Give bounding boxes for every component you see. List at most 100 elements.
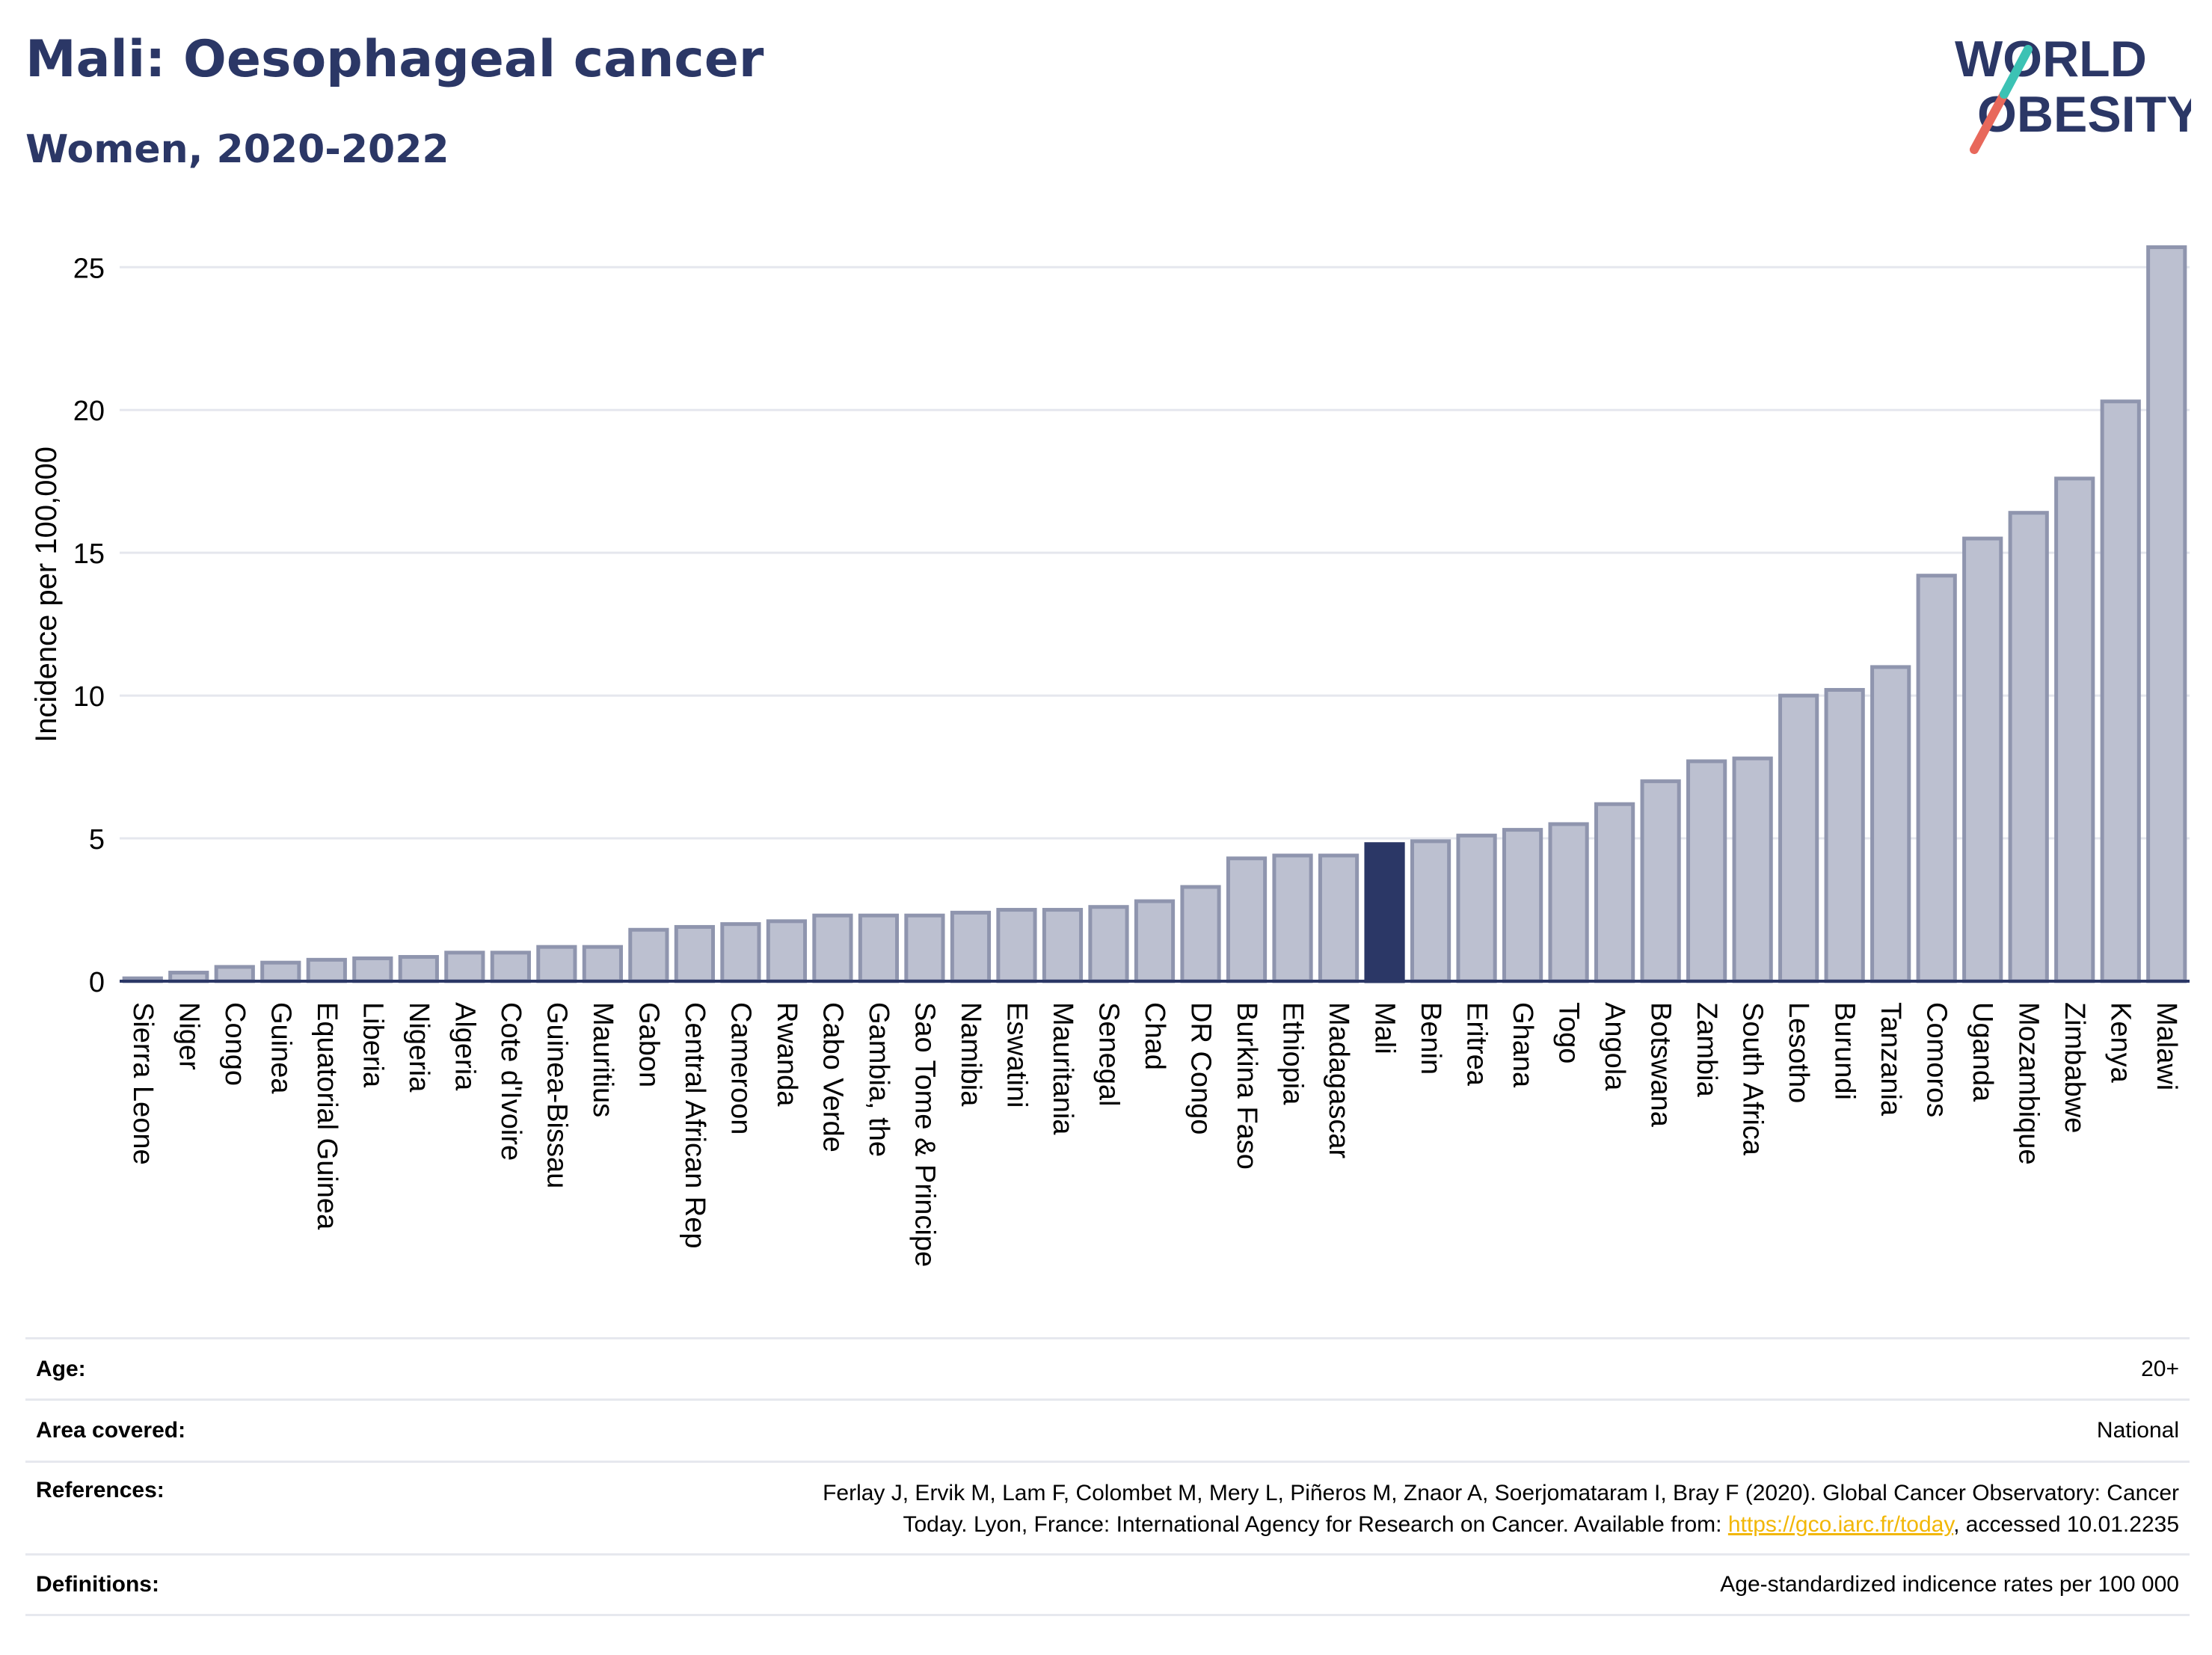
references-link[interactable]: https://gco.iarc.fr/today: [1727, 1512, 1954, 1537]
bar: [1410, 839, 1451, 983]
x-tick-label: Niger: [173, 1002, 204, 1070]
x-tick-label: Ethiopia: [1277, 1002, 1309, 1105]
x-tick-label: Uganda: [1967, 1002, 1998, 1102]
definitions-value: Age-standardized indicence rates per 100…: [1720, 1572, 2179, 1597]
meta-row-area: Area covered: National: [25, 1398, 2190, 1461]
bar: [1594, 802, 1635, 983]
bar: [1134, 899, 1176, 983]
logo-slash-red: [1970, 90, 2009, 154]
bar: [352, 956, 393, 983]
x-tick-label: Senegal: [1093, 1002, 1124, 1106]
x-tick-label: Cote d'Ivoire: [495, 1002, 526, 1161]
bar: [490, 951, 531, 983]
bar: [1226, 856, 1268, 983]
bar: [1502, 828, 1543, 983]
page-subtitle: Women, 2020-2022: [25, 127, 449, 172]
bar: [1778, 693, 1819, 983]
bar: [2054, 476, 2095, 983]
y-tick-label: 20: [73, 396, 105, 427]
x-tick-label: Guinea-Bissau: [541, 1002, 572, 1188]
x-tick-label: Guinea: [265, 1002, 296, 1094]
bar: [1548, 822, 1589, 983]
bar: [1456, 833, 1497, 983]
bar: [1088, 905, 1129, 983]
x-tick-label: Eswatini: [1001, 1002, 1032, 1108]
page-title: Mali: Oesophageal cancer: [25, 30, 764, 89]
area-value: National: [2096, 1418, 2179, 1443]
y-tick-label: 15: [73, 538, 105, 570]
bar: [306, 957, 347, 983]
x-tick-label: Rwanda: [771, 1002, 802, 1107]
x-tick-label: Angola: [1599, 1002, 1630, 1091]
x-tick-label: Burkina Faso: [1231, 1002, 1262, 1170]
x-tick-label: DR Congo: [1185, 1002, 1217, 1134]
x-tick-label: Madagascar: [1323, 1002, 1354, 1158]
bar: [904, 913, 945, 983]
bar: [812, 913, 853, 983]
x-tick-label: Tanzania: [1875, 1002, 1906, 1117]
x-tick-label: Kenya: [2105, 1002, 2136, 1084]
bar: [1318, 853, 1360, 983]
y-tick-label: 5: [89, 824, 105, 856]
references-line2-post: , accessed 10.01.2235: [1953, 1512, 2179, 1537]
x-tick-label: Sao Tome & Principe: [909, 1002, 940, 1267]
age-value: 20+: [2141, 1356, 2179, 1381]
y-tick-label: 10: [73, 681, 105, 713]
bar: [766, 919, 808, 983]
logo-line2: OBESITY: [1977, 86, 2191, 143]
x-tick-label: Mauritius: [587, 1002, 618, 1117]
x-tick-label: Gabon: [633, 1002, 664, 1087]
references-line1: Ferlay J, Ervik M, Lam F, Colombet M, Me…: [823, 1481, 2179, 1505]
world-obesity-logo: WORLD OBESITY: [1955, 31, 2191, 154]
x-tick-label: Malawi: [2151, 1002, 2182, 1090]
bar: [950, 910, 992, 983]
x-tick-label: South Africa: [1737, 1002, 1769, 1156]
y-tick-label: 0: [89, 967, 105, 998]
bar: [1732, 756, 1773, 983]
bar: [1042, 908, 1084, 983]
x-tick-label: Benin: [1415, 1002, 1446, 1075]
x-tick-label: Cabo Verde: [817, 1002, 848, 1152]
age-label: Age:: [36, 1356, 86, 1381]
bar: [398, 955, 439, 983]
x-tick-label: Ghana: [1507, 1002, 1538, 1088]
x-tick-label: Botswana: [1645, 1002, 1677, 1128]
x-tick-label: Comoros: [1921, 1002, 1953, 1117]
x-tick-label: Burundi: [1829, 1002, 1861, 1100]
bar: [858, 913, 900, 983]
bar: [444, 951, 485, 983]
x-tick-label: Sierra Leone: [127, 1002, 159, 1165]
x-tick-label: Algeria: [449, 1002, 480, 1091]
y-axis-label: Incidence per 100,000: [30, 446, 63, 743]
bar: [1180, 885, 1221, 983]
bar: [214, 965, 255, 983]
bar: [1640, 779, 1681, 983]
meta-row-age: Age: 20+: [25, 1337, 2190, 1398]
bar: [628, 927, 669, 983]
x-tick-label: Zambia: [1691, 1002, 1722, 1098]
bar: [260, 960, 301, 983]
meta-row-definitions: Definitions: Age-standardized indicence …: [25, 1553, 2190, 1616]
x-tick-label: Central African Rep: [679, 1002, 710, 1249]
x-tick-label: Cameroon: [725, 1002, 756, 1134]
bar: [2100, 399, 2141, 983]
bar: [1870, 665, 1911, 983]
bar: [536, 945, 577, 983]
x-tick-label: Namibia: [955, 1002, 986, 1107]
references-value: Ferlay J, Ervik M, Lam F, Colombet M, Me…: [823, 1478, 2190, 1541]
definitions-label: Definitions:: [36, 1572, 159, 1597]
area-label: Area covered:: [36, 1418, 186, 1443]
bar: [674, 924, 715, 983]
x-tick-label: Mali: [1369, 1002, 1401, 1054]
bar: [1272, 853, 1313, 983]
x-tick-label: Lesotho: [1783, 1002, 1814, 1103]
references-label: References:: [36, 1478, 165, 1502]
logo-slash-teal: [2000, 45, 2033, 99]
bar: [582, 945, 623, 983]
x-tick-label: Mozambique: [2013, 1002, 2044, 1165]
bar: [1686, 759, 1727, 983]
x-tick-label: Chad: [1139, 1002, 1170, 1070]
x-tick-label: Eritrea: [1461, 1002, 1493, 1087]
bar-highlight: [1364, 842, 1405, 983]
bar: [2008, 511, 2049, 983]
